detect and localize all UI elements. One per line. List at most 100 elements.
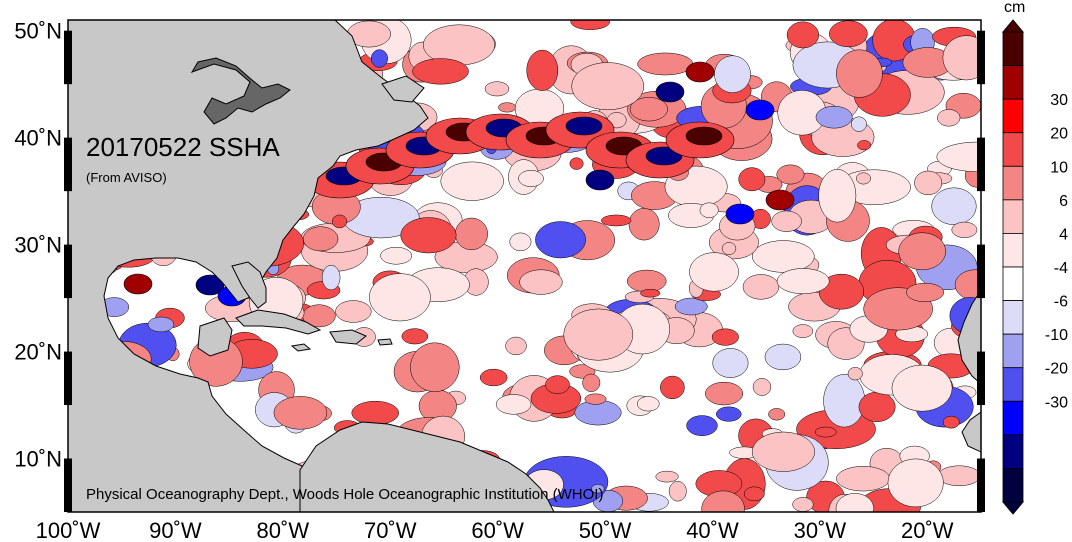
anomaly-contour — [505, 336, 527, 356]
anomaly-contour — [484, 81, 510, 97]
lon-tick-label: 60˚W — [471, 518, 524, 542]
yucatan-peninsula — [197, 317, 233, 357]
anomaly-contour — [792, 497, 814, 512]
longitude-axis-labels: 100˚W 90˚W 80˚W 70˚W 60˚W 50˚W 40˚W 30˚W 20˚W — [36, 518, 954, 542]
anomaly-contour — [716, 406, 742, 422]
anomaly-contour — [914, 170, 943, 196]
colorbar-max-arrow — [1001, 19, 1025, 33]
nova-scotia-land — [381, 75, 425, 103]
anomaly-contour — [954, 269, 981, 301]
anomaly-contour — [535, 221, 586, 259]
anomaly-contour — [668, 481, 687, 502]
anomaly-contour — [628, 207, 660, 241]
anomaly-contour — [335, 300, 372, 323]
anomaly-contour — [410, 342, 460, 392]
colorbar: cm 30 20 10 6 4 -4 -6 -10 -20 -30 — [1001, 0, 1068, 515]
anomaly-contour — [637, 396, 660, 412]
anomaly-contour — [936, 141, 981, 172]
lat-tick-label: 10˚N — [14, 447, 62, 472]
frame-bar-right — [977, 30, 985, 85]
anomaly-contour — [847, 367, 863, 381]
colorbar-tick-label: 20 — [1050, 126, 1068, 143]
colorbar-bin — [1002, 199, 1024, 234]
anomaly-contour — [743, 486, 765, 502]
frame-bar-right — [977, 137, 985, 192]
lat-tick-label: 50˚N — [14, 19, 62, 44]
anomaly-contour — [751, 240, 815, 273]
colorbar-tick-label: -6 — [1054, 294, 1068, 311]
anomaly-contour — [674, 297, 708, 316]
anomaly-contour — [818, 169, 857, 223]
map-title: 20170522 SSHA — [86, 132, 280, 162]
colorbar-tick-label: -20 — [1045, 361, 1068, 378]
map-source-note: (From AVISO) — [86, 170, 167, 185]
florida-peninsula — [231, 261, 267, 309]
anomaly-contour — [591, 483, 605, 494]
anomaly-contour — [495, 394, 532, 415]
eddy-anomaly — [123, 273, 153, 295]
eddy-anomaly — [655, 81, 685, 103]
anomaly-contour — [942, 35, 981, 81]
anomaly-contour — [835, 493, 874, 512]
anomaly-contour — [858, 391, 896, 422]
anomaly-contour — [147, 316, 175, 333]
frame-bar-right — [977, 458, 985, 512]
anomaly-contour — [498, 102, 517, 113]
anomaly-contour — [519, 269, 563, 295]
colorbar-bin — [1002, 400, 1024, 436]
anomaly-contour — [768, 408, 786, 421]
jamaica-island — [290, 343, 312, 352]
anomaly-contour — [626, 269, 667, 293]
colorbar-bin — [1002, 333, 1024, 369]
anomaly-contour — [400, 217, 457, 254]
anomaly-contour — [931, 187, 977, 225]
colorbar-tick-label: 4 — [1059, 226, 1068, 243]
colorbar-bin — [1002, 468, 1024, 503]
lat-tick-label: 40˚N — [14, 126, 62, 151]
anomaly-contour — [776, 268, 830, 295]
map-credit: Physical Oceanography Dept., Woods Hole … — [86, 486, 603, 503]
anomaly-contour — [563, 308, 634, 361]
anomaly-contour — [331, 214, 348, 229]
colorbar-bin — [1002, 367, 1024, 402]
anomaly-contour — [509, 232, 532, 252]
eddy-anomaly — [585, 169, 615, 191]
frame-bar-left — [64, 137, 72, 192]
south-america-landmass — [299, 421, 555, 512]
colorbar-tick-label: 10 — [1050, 159, 1068, 176]
anomaly-contour — [937, 465, 981, 487]
anomaly-contour — [951, 221, 978, 238]
anomaly-contour — [836, 466, 891, 492]
great-lakes — [190, 57, 291, 125]
map-plot-area — [68, 20, 981, 512]
anomaly-contour — [898, 232, 946, 271]
anomaly-contour — [942, 415, 960, 429]
frame-bar-left — [64, 458, 72, 512]
frame-bar-right — [977, 351, 985, 406]
anomaly-contour — [545, 375, 570, 394]
lon-tick-label: 30˚W — [794, 518, 847, 542]
anomaly-contour — [764, 343, 802, 371]
frame-bar-left — [64, 30, 72, 85]
anomaly-contour — [836, 49, 883, 98]
anomaly-contour — [302, 226, 339, 252]
lon-tick-label: 100˚W — [36, 518, 101, 542]
anomaly-contour — [686, 415, 718, 436]
gulf-stream-eddy — [645, 146, 683, 166]
anomaly-contour — [689, 252, 739, 292]
anomaly-contour — [570, 20, 610, 30]
eddy-anomaly — [765, 189, 795, 211]
anomaly-contour — [752, 378, 772, 396]
anomaly-contour — [370, 49, 388, 68]
anomaly-contour — [380, 246, 413, 265]
anomaly-contour — [655, 470, 679, 483]
anomaly-contour — [906, 282, 945, 302]
anomaly-contour — [738, 167, 766, 192]
eddy-anomaly — [685, 61, 715, 83]
anomaly-contour — [829, 20, 868, 48]
colorbar-bin — [1002, 266, 1024, 301]
land-layer — [68, 20, 981, 512]
anomaly-contour — [569, 157, 584, 170]
colorbar-min-arrow — [1001, 501, 1025, 515]
colorbar-bin — [1002, 98, 1024, 134]
